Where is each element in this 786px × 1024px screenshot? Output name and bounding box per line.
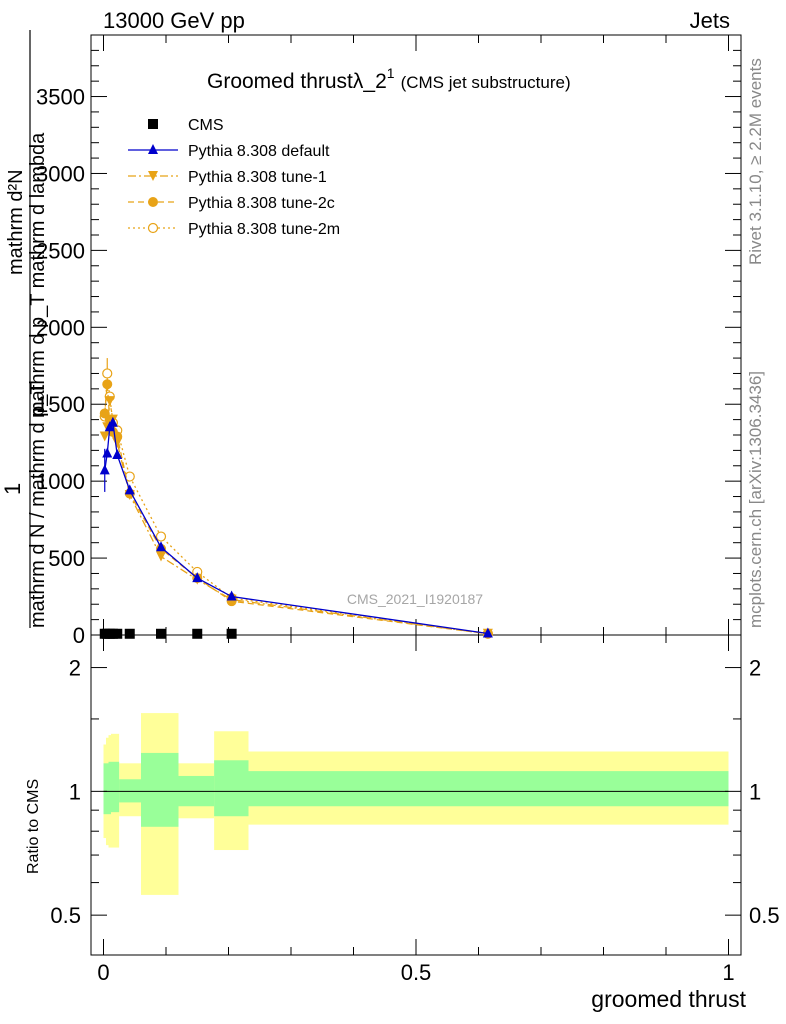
main-ytick-label-2: 1000 — [36, 469, 85, 494]
main-ytick-label-4: 2000 — [36, 315, 85, 340]
ratio-band-inner-0 — [103, 763, 106, 815]
ratio-band-inner-2 — [108, 761, 111, 815]
data-point — [156, 551, 166, 562]
legend-marker — [148, 119, 158, 129]
mcplots-label: mcplots.cern.ch [arXiv:1306.3436] — [746, 371, 765, 628]
data-point — [99, 431, 110, 442]
data-point — [112, 628, 123, 639]
legend-marker — [148, 144, 158, 154]
data-point — [226, 628, 237, 639]
data-point — [124, 484, 135, 495]
legend-entry-3: Pythia 8.308 tune-2c — [128, 195, 335, 212]
legend: CMS Pythia 8.308 default Pythia 8.308 tune… — [128, 117, 340, 238]
legend-marker — [148, 171, 158, 181]
data-point — [192, 628, 203, 639]
series-cms — [99, 628, 237, 639]
ratio-ytick-label-right-2: 2 — [749, 656, 761, 681]
plot-title-main: Groomed thrustλ_2 — [207, 70, 387, 93]
legend-label-2: Pythia 8.308 tune-1 — [188, 169, 327, 186]
ratio-ytick-label-right-1: 1 — [749, 779, 761, 804]
series-line — [104, 373, 488, 635]
plot-title-suffix: (CMS jet substructure) — [401, 73, 571, 92]
legend-label-0: CMS — [188, 117, 224, 134]
legend-entry-4: Pythia 8.308 tune-2m — [128, 221, 340, 238]
main-ytick-label-3: 1500 — [36, 392, 85, 417]
data-point — [124, 628, 135, 639]
ratio-ytick-label-1: 1 — [69, 779, 81, 804]
data-point — [102, 368, 113, 379]
main-ytick-label-7: 3500 — [36, 85, 85, 110]
y-axis-one: 1 — [0, 483, 25, 495]
legend-marker — [148, 197, 158, 207]
main-ytick-label-1: 500 — [48, 546, 85, 571]
xtick-label-2: 1 — [722, 960, 734, 985]
data-point — [102, 379, 113, 390]
ratio-ytick-label-2: 2 — [69, 656, 81, 681]
x-axis-label: groomed thrust — [591, 986, 746, 1012]
data-point — [104, 396, 115, 407]
series-pythia-8.308-default — [99, 416, 493, 638]
data-point — [156, 628, 166, 639]
ratio-band-inner-7 — [214, 760, 249, 817]
ratio-band-inner-8 — [248, 771, 729, 807]
legend-label-4: Pythia 8.308 tune-2m — [188, 221, 340, 238]
ratio-band-inner-3 — [111, 761, 120, 813]
data-point — [156, 541, 166, 552]
ratio-band-inner-4 — [119, 779, 141, 803]
data-point — [102, 447, 113, 458]
ratio-band-inner-1 — [106, 763, 109, 815]
y-axis-title: mathrm d²N mathrm d p_T mathrm d lambda … — [0, 30, 49, 628]
data-point — [107, 416, 118, 427]
y-axis-numerator-line2: mathrm d p_T mathrm d lambda — [27, 132, 49, 418]
legend-entry-2: Pythia 8.308 tune-1 — [128, 169, 327, 186]
main-panel-ticks: 0 500 1000 1500 2000 2500 3000 3500 — [36, 35, 741, 648]
y-axis-numerator: mathrm d²N — [5, 169, 27, 275]
series-layer — [99, 358, 493, 639]
ratio-ytick-label-0: 0.5 — [50, 903, 81, 928]
header-energy: 13000 GeV pp — [103, 8, 245, 33]
ratio-band-inner-5 — [141, 752, 179, 827]
legend-label-1: Pythia 8.308 default — [188, 143, 330, 160]
data-point — [112, 437, 123, 448]
data-point — [112, 449, 123, 459]
xtick-label-0: 0 — [97, 960, 109, 985]
legend-entry-0: CMS — [148, 117, 224, 134]
ratio-panel-ticks: 0.5 0.5 1 1 2 2 0 0.5 1 — [50, 635, 780, 985]
analysis-watermark: CMS_2021_I1920187 — [347, 591, 483, 607]
main-ytick-label-5: 2500 — [36, 238, 85, 263]
data-point — [482, 627, 493, 638]
legend-marker — [147, 222, 159, 234]
rivet-label: Rivet 3.1.10, ≥ 2.2M events — [746, 58, 765, 265]
series-line — [104, 420, 488, 635]
data-point — [99, 464, 110, 475]
main-ytick-label-6: 3000 — [36, 161, 85, 186]
data-point — [192, 572, 203, 583]
legend-entry-1: Pythia 8.308 default — [128, 143, 330, 160]
plot-title: Groomed thrustλ_21 (CMS jet substructure) — [207, 65, 571, 93]
header-jets: Jets — [690, 8, 730, 33]
y-axis-denominator: mathrm d N / mathrm d p_T — [27, 382, 49, 628]
data-point — [226, 590, 237, 601]
ratio-ytick-label-right-0: 0.5 — [749, 903, 780, 928]
legend-label-3: Pythia 8.308 tune-2c — [188, 195, 335, 212]
ratio-bands — [103, 713, 729, 895]
data-point — [155, 531, 167, 542]
ratio-axis-label: Ratio to CMS — [25, 779, 42, 874]
xtick-label-1: 0.5 — [401, 960, 432, 985]
main-ytick-label-0: 0 — [73, 623, 85, 648]
plot-title-superscript: 1 — [387, 65, 395, 81]
series-line — [104, 401, 488, 635]
